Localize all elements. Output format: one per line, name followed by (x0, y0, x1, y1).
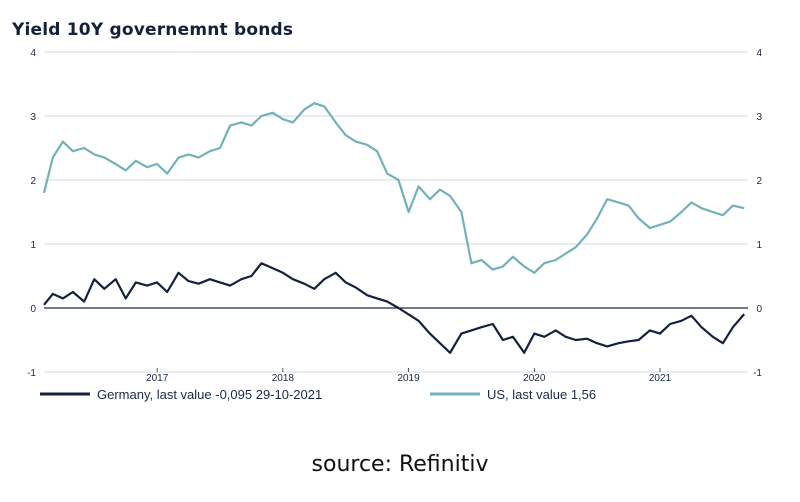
grid-lines (44, 51, 748, 373)
legend-label-us: US, last value 1,56 (487, 387, 596, 402)
series-lines (42, 102, 746, 354)
source-caption: source: Refinitiv (311, 452, 489, 477)
series-line-germany (43, 262, 746, 354)
legend-label-germany: Germany, last value -0,095 29-10-2021 (97, 387, 322, 402)
x-tick-label: 2021 (649, 373, 672, 384)
x-axis: 2017 2018 2019 2020 2021 (146, 368, 672, 384)
y-tick-label-right: 1 (756, 240, 762, 251)
y-tick-label-right: 2 (756, 176, 762, 187)
y-tick-label-left: 1 (30, 240, 36, 251)
y-axis-right: 4 3 2 1 0 -1 (753, 48, 762, 379)
y-tick-label-right: -1 (753, 368, 762, 379)
y-tick-label-left: 4 (30, 48, 36, 59)
y-tick-label-left: 2 (30, 176, 36, 187)
y-tick-label-left: 0 (30, 304, 36, 315)
y-tick-label-right: 4 (756, 48, 762, 59)
x-tick-label: 2018 (272, 373, 295, 384)
series-line-us (42, 102, 745, 274)
x-tick-label: 2020 (523, 373, 546, 384)
chart-title: Yield 10Y governemnt bonds (12, 20, 294, 40)
y-tick-label-right: 3 (756, 112, 762, 123)
y-tick-label-left: -1 (27, 368, 36, 379)
x-tick-label: 2017 (146, 373, 169, 384)
legend: Germany, last value -0,095 29-10-2021 US… (40, 387, 596, 402)
y-tick-label-left: 3 (30, 112, 36, 123)
y-tick-label-right: 0 (756, 304, 762, 315)
y-axis-left: 4 3 2 1 0 -1 (27, 48, 36, 379)
x-tick-label: 2019 (397, 373, 420, 384)
